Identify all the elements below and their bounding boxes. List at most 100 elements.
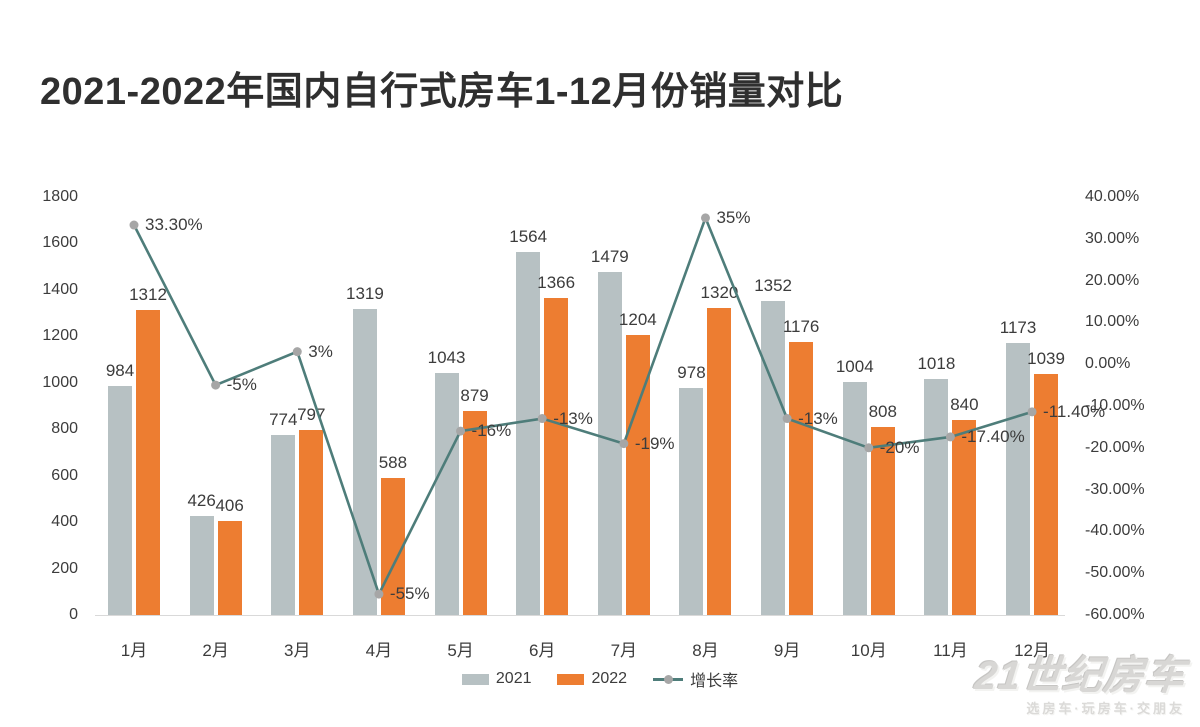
x-axis-month-label: 3月: [284, 641, 311, 660]
legend-swatch-2022-icon: [557, 673, 585, 685]
legend-swatch-2021-icon: [461, 673, 489, 685]
bar-value-label-2022: 1039: [1027, 348, 1065, 368]
bar-2022: [789, 341, 814, 615]
y-axis-right-tick-label: -10.00%: [1085, 397, 1145, 414]
bar-2021: [1006, 342, 1031, 615]
growth-rate-label: -17.40%: [961, 426, 1025, 446]
bar-2022: [299, 429, 324, 615]
bar-value-label-2021: 1564: [509, 226, 548, 246]
legend-item-growth-rate: 增长率: [653, 667, 738, 691]
bar-value-label-2022: 1176: [782, 316, 820, 336]
x-axis-line: [95, 615, 1065, 616]
bar-value-label-2021: 1319: [345, 283, 384, 303]
x-axis-month-label: 5月: [447, 641, 474, 660]
legend-item-2022: 2022: [557, 670, 627, 688]
bar-value-label-2022: 879: [460, 385, 489, 405]
bar-2022: [707, 308, 732, 615]
y-axis-right-tick-label: 20.00%: [1085, 271, 1140, 289]
bar-value-label-2021: 1173: [999, 317, 1037, 337]
growth-rate-marker-icon: [129, 220, 139, 230]
legend-label-2021: 2021: [495, 670, 532, 687]
y-axis-left-tick-label: 0: [69, 606, 78, 623]
legend-line-marker-icon: [653, 674, 684, 684]
bar-2022: [625, 335, 650, 615]
bar-2022: [544, 297, 569, 615]
bar-value-label-2022: 1204: [618, 310, 657, 330]
y-axis-right-tick-label: -50.00%: [1085, 564, 1145, 582]
growth-rate-label: -13%: [553, 408, 593, 428]
y-axis-left-tick-label: 1400: [42, 280, 78, 298]
legend-label-2022: 2022: [591, 670, 628, 687]
bar-value-label-2021: 1018: [917, 353, 956, 373]
growth-rate-label: -55%: [389, 584, 430, 604]
bar-2022: [136, 310, 160, 615]
bar-2021: [271, 435, 296, 615]
bar-value-label-2022: 808: [868, 402, 897, 422]
growth-rate-marker-icon: [211, 380, 221, 390]
bar-2021: [761, 301, 786, 615]
bar-value-label-2021: 1043: [427, 347, 466, 367]
y-axis-left-tick-label: 1600: [42, 234, 78, 252]
y-axis-right-tick-label: 40.00%: [1085, 188, 1140, 205]
growth-rate-marker-icon: [292, 347, 302, 357]
y-axis-right-tick-label: -40.00%: [1085, 522, 1145, 540]
y-axis-right-tick-label: 10.00%: [1085, 313, 1140, 331]
growth-rate-label: 3%: [308, 341, 333, 361]
growth-rate-label: -5%: [226, 375, 257, 395]
x-axis-month-label: 9月: [773, 641, 801, 660]
bar-2022: [217, 520, 242, 615]
growth-rate-label: -16%: [471, 421, 512, 441]
x-axis-month-label: 6月: [528, 641, 556, 660]
bar-value-label-2021: 1004: [835, 356, 874, 376]
y-axis-left-tick-label: 200: [51, 559, 78, 577]
y-axis-left-tick-label: 1000: [42, 373, 78, 391]
y-axis-right-tick-label: 0.00%: [1085, 355, 1131, 373]
brand-watermark: 21世纪房车 选房车·玩房车·交朋友: [972, 654, 1188, 717]
brand-tagline: 选房车·玩房车·交朋友: [1026, 701, 1185, 716]
growth-rate-label: -11.40%: [1043, 401, 1106, 421]
x-axis-month-label: 2月: [202, 641, 229, 660]
x-axis-month-label: 7月: [610, 641, 638, 660]
bar-2021: [108, 386, 132, 615]
y-axis-left-tick-label: 1200: [42, 327, 78, 345]
bar-value-label-2022: 588: [378, 453, 408, 473]
y-axis-left-tick-label: 400: [51, 513, 78, 531]
x-axis-month-label: 12月: [1014, 641, 1050, 660]
bar-value-label-2022: 840: [950, 394, 979, 414]
bar-value-label-2022: 406: [215, 495, 244, 515]
bar-2022: [952, 419, 977, 615]
bar-value-label-2022: 1366: [537, 272, 576, 292]
y-axis-right-tick-label: -60.00%: [1085, 606, 1145, 623]
bar-2021: [679, 387, 704, 615]
bar-2021: [434, 372, 459, 615]
x-axis-month-label: 10月: [850, 641, 887, 660]
bar-2021: [516, 251, 541, 615]
brand-logo-text: 21世纪房车: [972, 654, 1188, 698]
legend-item-2021: 2021: [461, 670, 532, 688]
x-axis-month-label: 1月: [120, 641, 148, 660]
x-axis-month-label: 8月: [692, 641, 719, 660]
growth-rate-label: -19%: [634, 433, 675, 453]
bar-value-label-2022: 797: [297, 404, 326, 424]
y-axis-left-tick-label: 800: [51, 420, 78, 438]
chart-legend: 2021 2022 增长率: [0, 667, 1200, 691]
y-axis-right-tick-label: 30.00%: [1085, 229, 1140, 247]
x-axis-month-label: 4月: [365, 641, 393, 660]
bar-value-label-2022: 1312: [129, 285, 167, 305]
growth-rate-label: 33.30%: [145, 215, 203, 234]
page-title: 2021-2022年国内自行式房车1-12月份销量对比: [40, 71, 844, 113]
y-axis-right-tick-label: -30.00%: [1085, 480, 1145, 498]
bar-value-label-2021: 1479: [590, 246, 629, 266]
growth-rate-label: -20%: [879, 437, 920, 457]
legend-label-growth-rate: 增长率: [690, 673, 739, 690]
growth-rate-label: -13%: [798, 408, 838, 428]
bar-2022: [1034, 373, 1059, 615]
y-axis-left-tick-label: 1800: [42, 188, 78, 205]
bar-value-label-2021: 1352: [754, 276, 793, 296]
bar-2021: [189, 516, 214, 615]
y-axis-left-tick-label: 600: [51, 466, 78, 484]
bar-value-label-2021: 984: [105, 361, 135, 381]
y-axis-right-tick-label: -20.00%: [1085, 438, 1145, 456]
x-axis-month-label: 11月: [933, 641, 968, 660]
